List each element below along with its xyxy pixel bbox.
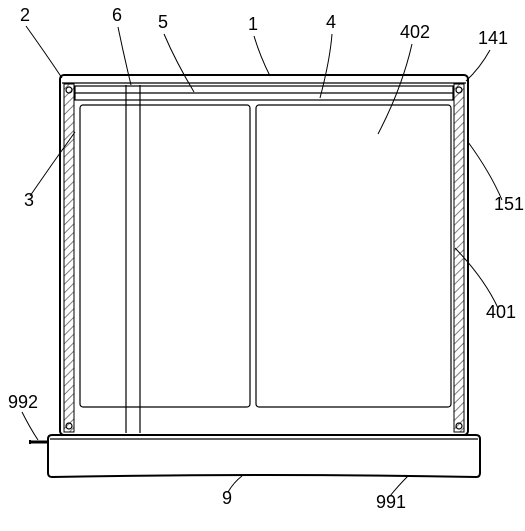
base-housing: [48, 435, 480, 477]
leader-151: [468, 142, 502, 200]
label-992: 992: [8, 392, 38, 412]
outer-frame: [60, 75, 468, 435]
left-door: [80, 105, 250, 407]
leader-141: [466, 50, 490, 81]
leader-2: [26, 26, 62, 78]
leader-992: [22, 412, 38, 440]
label-1: 1: [248, 14, 258, 34]
label-141: 141: [478, 28, 508, 48]
label-9: 9: [222, 488, 232, 508]
label-5: 5: [158, 12, 168, 32]
leader-4: [320, 34, 332, 98]
label-6: 6: [112, 5, 122, 25]
right-door: [256, 105, 451, 407]
label-3: 3: [24, 190, 34, 210]
leader-402: [378, 44, 412, 134]
label-402: 402: [400, 22, 430, 42]
right-wall-hatched: [454, 84, 464, 432]
label-4: 4: [326, 12, 336, 32]
label-2: 2: [20, 5, 30, 25]
label-991: 991: [376, 492, 406, 512]
leader-6: [118, 27, 131, 85]
label-401: 401: [486, 302, 516, 322]
leader-1: [254, 36, 270, 76]
label-151: 151: [494, 194, 524, 214]
